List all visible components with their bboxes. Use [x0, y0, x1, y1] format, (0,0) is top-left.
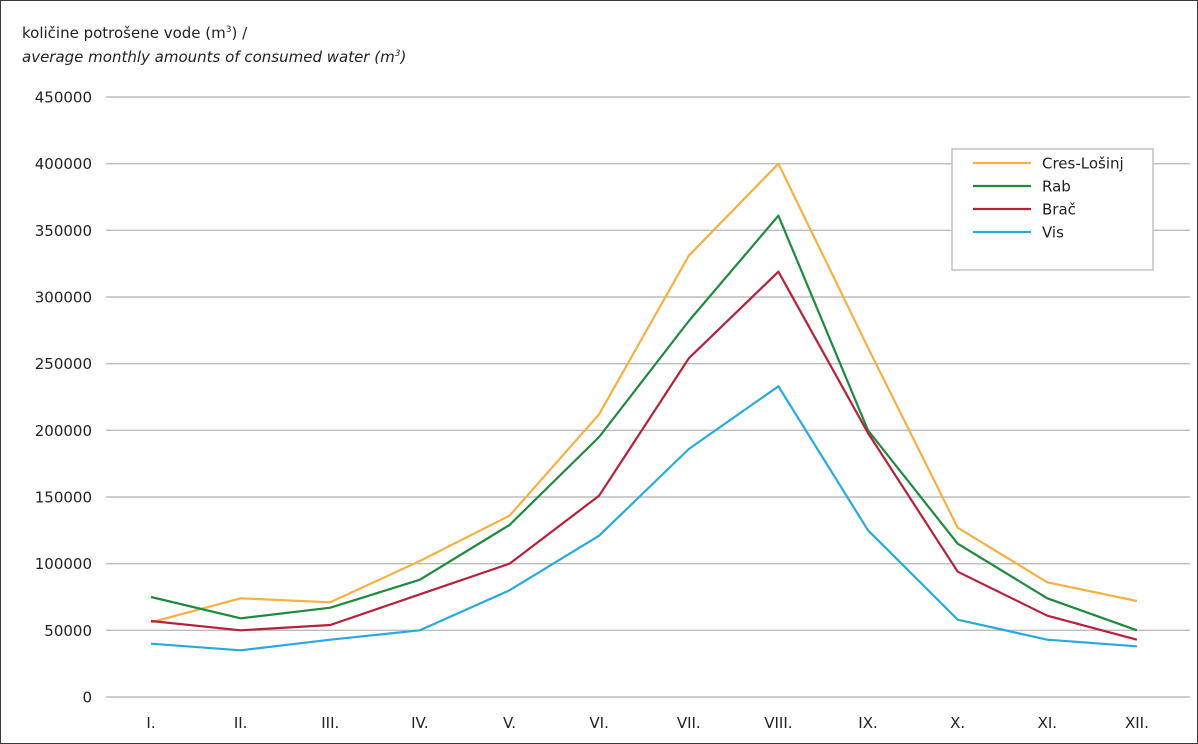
x-tick-label: X. — [950, 714, 965, 732]
series-lines — [150, 162, 1138, 652]
y-axis-label-english: average monthly amounts of consumed wate… — [22, 48, 407, 66]
series-line-vis — [150, 385, 1137, 652]
y-tick-label: 150000 — [35, 489, 92, 507]
series-line-cres-lo-inj — [150, 162, 1138, 624]
y-tick-label: 100000 — [35, 555, 92, 573]
y-tick-label: 450000 — [35, 89, 92, 107]
x-tick-label: III. — [321, 714, 339, 732]
x-tick-label: VII. — [677, 714, 701, 732]
y-tick-label: 350000 — [35, 222, 92, 240]
x-tick-label: VI. — [589, 714, 608, 732]
y-tick-label: 300000 — [35, 289, 92, 307]
legend-label: Brač — [1042, 201, 1076, 219]
x-tick-label: II. — [234, 714, 248, 732]
x-tick-label: VIII. — [764, 714, 792, 732]
legend-label: Rab — [1042, 178, 1071, 196]
y-axis-ticks: 0 50000 100000 150000 200000 250000 300000 3500… — [35, 89, 92, 707]
x-tick-label: IV. — [411, 714, 429, 732]
y-tick-label: 250000 — [35, 355, 92, 373]
y-tick-label: 0 — [82, 689, 92, 707]
series-line-bra- — [150, 270, 1138, 641]
x-tick-label: V. — [503, 714, 516, 732]
x-tick-label: XII. — [1125, 714, 1149, 732]
y-tick-label: 200000 — [35, 422, 92, 440]
x-tick-label: XI. — [1038, 714, 1057, 732]
y-axis-label-croatian: količine potrošene vode (m3) / — [22, 24, 248, 42]
series-line-rab — [150, 214, 1138, 632]
y-tick-label: 50000 — [44, 622, 92, 640]
y-tick-label: 400000 — [35, 155, 92, 173]
x-tick-label: IX. — [858, 714, 877, 732]
x-axis-ticks: I. II. III. IV. V. VI. VII. VIII. IX. X. XI. XII. — [146, 714, 1148, 732]
legend-label: Vis — [1042, 224, 1064, 242]
legend: Cres-Lošinj Rab Brač Vis — [951, 148, 1154, 271]
x-tick-label: I. — [146, 714, 155, 732]
legend-label: Cres-Lošinj — [1042, 155, 1124, 173]
